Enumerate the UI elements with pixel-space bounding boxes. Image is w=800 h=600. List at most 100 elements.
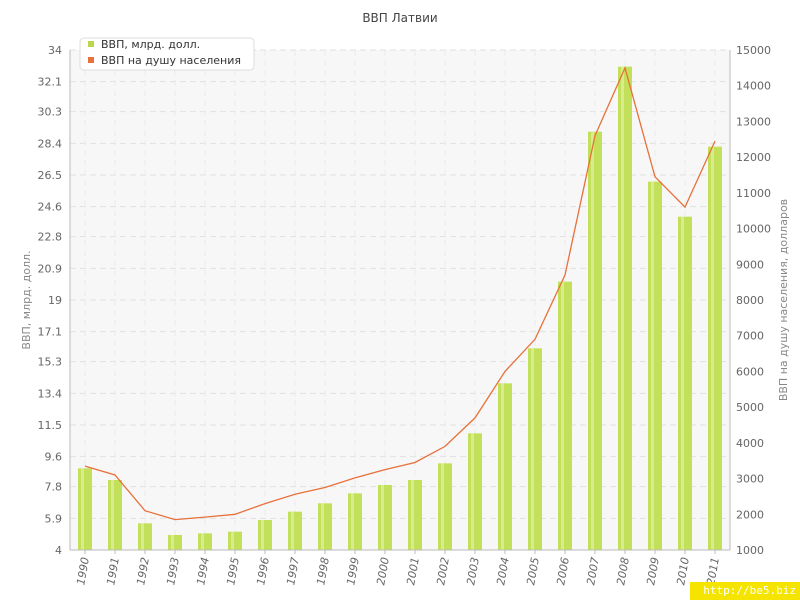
- y-left-tick-label: 5.9: [45, 512, 63, 525]
- bar: [528, 348, 542, 550]
- bar: [708, 146, 722, 550]
- y-right-tick-label: 14000: [736, 80, 771, 93]
- bar-highlight: [171, 535, 174, 550]
- x-tick-label: 1992: [134, 556, 152, 586]
- bar: [198, 533, 212, 550]
- x-tick-label: 1997: [284, 556, 302, 586]
- legend-swatch-per-capita: [88, 57, 94, 63]
- bar-highlight: [201, 533, 204, 550]
- legend-label-per-capita: ВВП на душу населения: [101, 54, 241, 67]
- y-left-tick-label: 26.5: [38, 169, 63, 182]
- x-tick-label: 1998: [314, 556, 332, 586]
- y-right-tick-label: 4000: [736, 437, 764, 450]
- bar: [618, 66, 632, 551]
- x-tick-label: 1991: [104, 556, 122, 586]
- x-tick-label: 2010: [674, 556, 692, 586]
- y-left-tick-label: 11.5: [38, 419, 63, 432]
- y-right-tick-label: 15000: [736, 44, 771, 57]
- bar: [228, 531, 242, 550]
- y-left-tick-label: 24.6: [38, 201, 63, 214]
- y-left-tick-label: 19: [48, 294, 62, 307]
- bar: [408, 480, 422, 550]
- bar-highlight: [591, 131, 594, 550]
- y-right-tick-label: 9000: [736, 258, 764, 271]
- axes: 34 32.1 30.3 28.4 26.5 24.6 22.8 20.9 19 17.1 15.3…: [38, 44, 772, 586]
- bar: [258, 520, 272, 550]
- x-tick-label: 2006: [554, 556, 572, 586]
- chart-title: ВВП Латвии: [362, 11, 437, 25]
- x-tick-label: 1995: [224, 556, 242, 586]
- y-left-tick-label: 13.4: [38, 387, 63, 400]
- x-tick-label: 2003: [464, 556, 482, 586]
- y-left-tick-label: 15.3: [38, 356, 63, 369]
- bar-highlight: [411, 480, 414, 550]
- x-tick-label: 2009: [644, 556, 662, 586]
- bar: [168, 535, 182, 550]
- x-tick-label: 1999: [344, 556, 362, 586]
- x-tick-label: 1996: [254, 556, 272, 586]
- y-right-tick-label: 3000: [736, 473, 764, 486]
- x-tick-label: 2007: [584, 556, 602, 586]
- y-right-tick-label: 11000: [736, 187, 771, 200]
- y-left-tick-label: 32.1: [38, 76, 63, 89]
- bar-highlight: [111, 480, 114, 550]
- bar: [558, 281, 572, 550]
- x-tick-label: 2001: [404, 556, 422, 586]
- y-right-tick-label: 13000: [736, 115, 771, 128]
- legend: ВВП, млрд. долл. ВВП на душу населения: [79, 37, 255, 71]
- x-tick-label: 2011: [704, 556, 722, 586]
- y-right-tick-label: 1000: [736, 544, 764, 557]
- bar-highlight: [381, 485, 384, 550]
- x-tick-label: 2008: [614, 556, 632, 586]
- bar-highlight: [81, 468, 84, 550]
- bar-highlight: [231, 531, 234, 550]
- bar-highlight: [651, 181, 654, 550]
- y-left-tick-label: 17.1: [38, 326, 63, 339]
- bar: [468, 433, 482, 550]
- x-tick-label: 1994: [194, 556, 212, 586]
- bar-highlight: [441, 463, 444, 550]
- y-left-tick-label: 28.4: [38, 137, 63, 150]
- y-left-tick-label: 4: [55, 544, 62, 557]
- watermark: http://be5.biz: [690, 582, 800, 600]
- bar: [498, 383, 512, 550]
- y-right-tick-label: 5000: [736, 401, 764, 414]
- y-right-tick-label: 2000: [736, 508, 764, 521]
- y-left-tick-label: 30.3: [38, 106, 63, 119]
- bar: [108, 480, 122, 550]
- y-right-tick-label: 12000: [736, 151, 771, 164]
- bar-highlight: [321, 503, 324, 550]
- bar-highlight: [501, 383, 504, 550]
- y-left-tick-label: 7.8: [45, 481, 63, 494]
- bar: [678, 216, 692, 550]
- x-tick-label: 2002: [434, 556, 452, 586]
- y-left-tick-label: 20.9: [38, 262, 63, 275]
- y-right-tick-label: 6000: [736, 365, 764, 378]
- legend-swatch-gdp: [88, 41, 94, 47]
- bar-highlight: [681, 216, 684, 550]
- bar-highlight: [531, 348, 534, 550]
- bar: [648, 181, 662, 550]
- legend-label-gdp: ВВП, млрд. долл.: [101, 38, 200, 51]
- y-axis-right-label: ВВП на душу населения, долларов: [777, 199, 790, 401]
- bar: [438, 463, 452, 550]
- bar: [318, 503, 332, 550]
- bar-highlight: [261, 520, 264, 550]
- y-left-tick-label: 9.6: [45, 451, 63, 464]
- bar: [138, 523, 152, 550]
- bar-highlight: [621, 66, 624, 551]
- y-left-tick-label: 34: [48, 44, 62, 57]
- x-tick-label: 2004: [494, 556, 512, 586]
- bar: [78, 468, 92, 550]
- y-right-tick-label: 10000: [736, 223, 771, 236]
- x-tick-label: 2000: [374, 556, 392, 586]
- y-axis-left-label: ВВП, млрд. долл.: [20, 250, 33, 349]
- bar-highlight: [561, 281, 564, 550]
- bar: [348, 493, 362, 550]
- bar-highlight: [471, 433, 474, 550]
- bar-highlight: [141, 523, 144, 550]
- y-right-tick-label: 8000: [736, 294, 764, 307]
- bar-highlight: [351, 493, 354, 550]
- bar: [588, 131, 602, 550]
